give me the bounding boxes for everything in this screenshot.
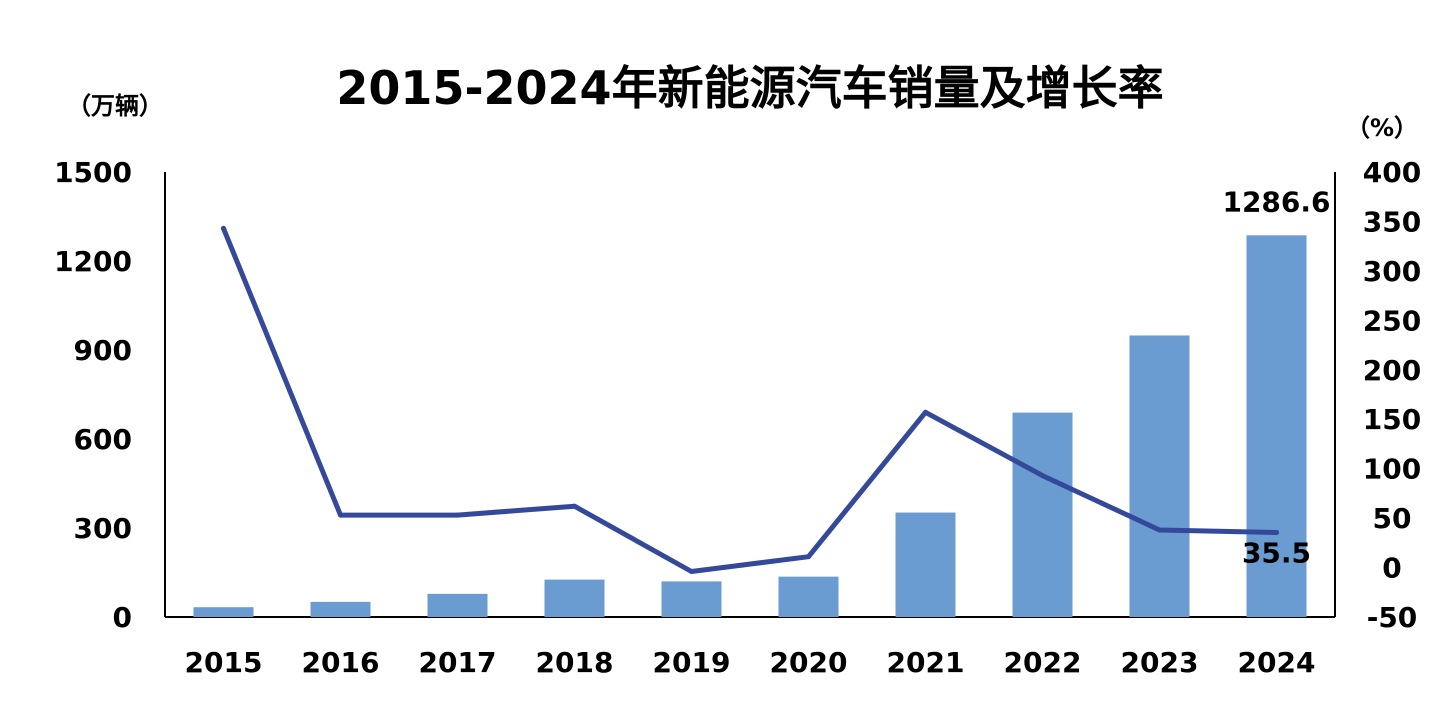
x-tick-label-2017: 2017 (419, 646, 497, 679)
line-point-2018 (572, 503, 577, 509)
right-tick-label-5: 200 (1363, 354, 1421, 387)
bar-2023 (1129, 335, 1190, 617)
line-point-2015 (221, 225, 226, 231)
chart-title: 2015-2024年新能源汽车销量及增长率 (336, 61, 1163, 115)
line-point-2017 (455, 512, 460, 518)
right-axis-unit: （%） (1346, 114, 1418, 142)
bar-2024 (1246, 235, 1307, 618)
x-tick-label-2020: 2020 (770, 646, 848, 679)
bar-2019 (661, 581, 722, 617)
right-tick-label-3: 100 (1363, 453, 1421, 486)
bar-2016 (310, 601, 371, 617)
left-tick-label-5: 1500 (54, 156, 132, 189)
right-tick-label-8: 350 (1363, 205, 1421, 238)
left-axis-unit: （万辆） (67, 92, 163, 120)
line-point-2023 (1157, 527, 1162, 533)
x-tick-label-2019: 2019 (653, 646, 731, 679)
left-tick-label-2: 600 (74, 423, 132, 456)
x-tick-label-2015: 2015 (185, 646, 263, 679)
line-point-2022 (1040, 473, 1045, 479)
line-point-2019 (689, 569, 694, 575)
line-point-2020 (806, 554, 811, 560)
right-tick-label-7: 300 (1363, 255, 1421, 288)
x-tick-label-2022: 2022 (1004, 646, 1082, 679)
line-point-2024 (1274, 529, 1279, 535)
right-tick-label-0: -50 (1367, 601, 1418, 634)
right-tick-label-4: 150 (1363, 403, 1421, 436)
line-point-2021 (923, 409, 928, 415)
x-axis-ticks: 2015 2016 2017 2018 2019 2020 2021 2022 2023 2024 (185, 646, 1316, 679)
data-labels: 1286.6 35.5 (1222, 185, 1330, 569)
left-tick-label-3: 900 (74, 334, 132, 367)
data-label-1: 35.5 (1242, 536, 1311, 569)
bar-2017 (427, 593, 488, 617)
left-tick-label-0: 0 (113, 601, 132, 634)
line-series (221, 225, 1279, 575)
bar-2015 (193, 607, 254, 617)
bar-2021 (895, 512, 956, 617)
x-tick-label-2018: 2018 (536, 646, 614, 679)
line-point-2016 (338, 512, 343, 518)
x-tick-label-2016: 2016 (302, 646, 380, 679)
x-tick-label-2024: 2024 (1238, 646, 1316, 679)
growth-rate-line (221, 225, 1279, 574)
data-label-0: 1286.6 (1222, 185, 1330, 218)
bar-series (193, 235, 1307, 618)
left-tick-label-4: 1200 (54, 245, 132, 278)
bar-2022 (1012, 412, 1073, 617)
right-tick-label-9: 400 (1363, 156, 1421, 189)
right-tick-label-2: 50 (1373, 502, 1412, 535)
right-axis-ticks: -50 0 50 100 150 200 250 300 350 400 (1363, 156, 1421, 634)
bar-2020 (778, 576, 839, 617)
x-tick-label-2021: 2021 (887, 646, 965, 679)
x-tick-label-2023: 2023 (1121, 646, 1199, 679)
left-tick-label-1: 300 (74, 512, 132, 545)
right-tick-label-6: 250 (1363, 304, 1421, 337)
right-tick-label-1: 0 (1382, 552, 1401, 585)
bar-2018 (544, 579, 605, 617)
left-axis-ticks: 0 300 600 900 1200 1500 (54, 156, 132, 634)
